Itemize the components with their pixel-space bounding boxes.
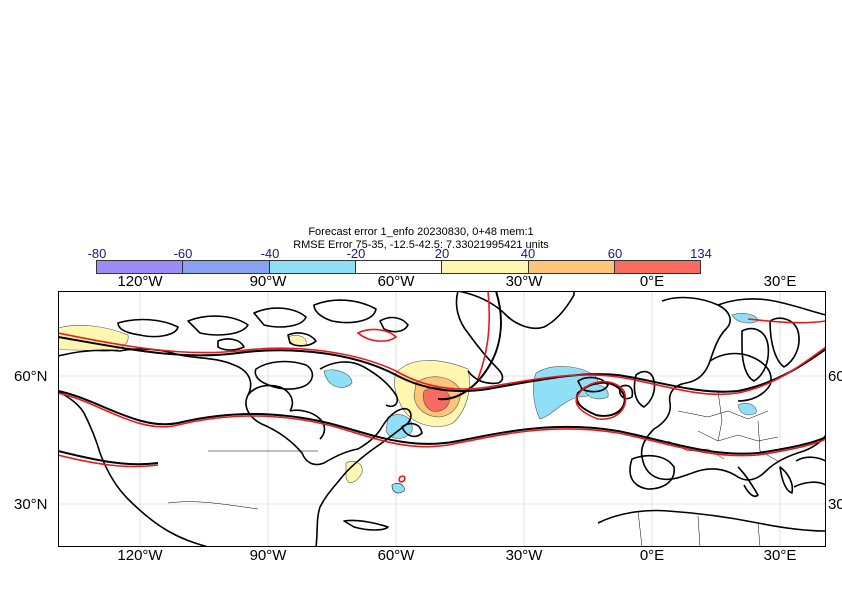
colorbar-label: -80 bbox=[87, 246, 107, 261]
lon-label-top: 90°W bbox=[249, 273, 287, 290]
colorbar-label: 60 bbox=[607, 246, 623, 261]
colorbar-bin-6 bbox=[528, 260, 615, 274]
colorbar-bin-1 bbox=[96, 260, 183, 274]
lon-label-top: 0°E bbox=[639, 273, 665, 290]
lon-label-bottom: 60°W bbox=[377, 547, 415, 564]
lon-label-top: 120°W bbox=[117, 273, 163, 290]
lon-label-bottom: 120°W bbox=[117, 547, 163, 564]
colorbar-label: 40 bbox=[520, 246, 536, 261]
colorbar-label: 134 bbox=[690, 246, 712, 261]
colorbar-bin-7 bbox=[614, 260, 701, 274]
lat-label-right: 30 bbox=[828, 496, 842, 513]
lon-label-top: 30°E bbox=[763, 273, 797, 290]
colorbar-label: -60 bbox=[173, 246, 193, 261]
map-title-line1: Forecast error 1_enfo 20230830, 0+48 mem… bbox=[308, 226, 534, 238]
colorbar-label: 20 bbox=[434, 246, 450, 261]
coastlines bbox=[58, 291, 826, 547]
colorbar-bin-3 bbox=[269, 260, 356, 274]
lon-label-bottom: 30°W bbox=[505, 547, 543, 564]
colorbar-label: -40 bbox=[260, 246, 280, 261]
lon-label-top: 30°W bbox=[505, 273, 543, 290]
analysis-contours-red bbox=[58, 291, 826, 483]
lat-label-left: 30°N bbox=[14, 496, 48, 513]
lon-label-bottom: 30°E bbox=[763, 547, 797, 564]
lon-label-top: 60°W bbox=[377, 273, 415, 290]
lat-label-right: 60 bbox=[828, 368, 842, 385]
colorbar-bin-2 bbox=[182, 260, 270, 274]
map-canvas bbox=[58, 291, 826, 547]
map-frame bbox=[58, 291, 826, 547]
lon-label-bottom: 90°W bbox=[249, 547, 287, 564]
lon-label-bottom: 0°E bbox=[639, 547, 665, 564]
lat-label-left: 60°N bbox=[14, 368, 48, 385]
colorbar-bin-4 bbox=[355, 260, 442, 274]
map-title-line2: RMSE Error 75-35, -12.5-42.5: 7.33021995… bbox=[293, 239, 549, 251]
forecast-contours-black bbox=[58, 291, 826, 466]
colorbar-label: -20 bbox=[346, 246, 366, 261]
colorbar-bin-5 bbox=[441, 260, 529, 274]
